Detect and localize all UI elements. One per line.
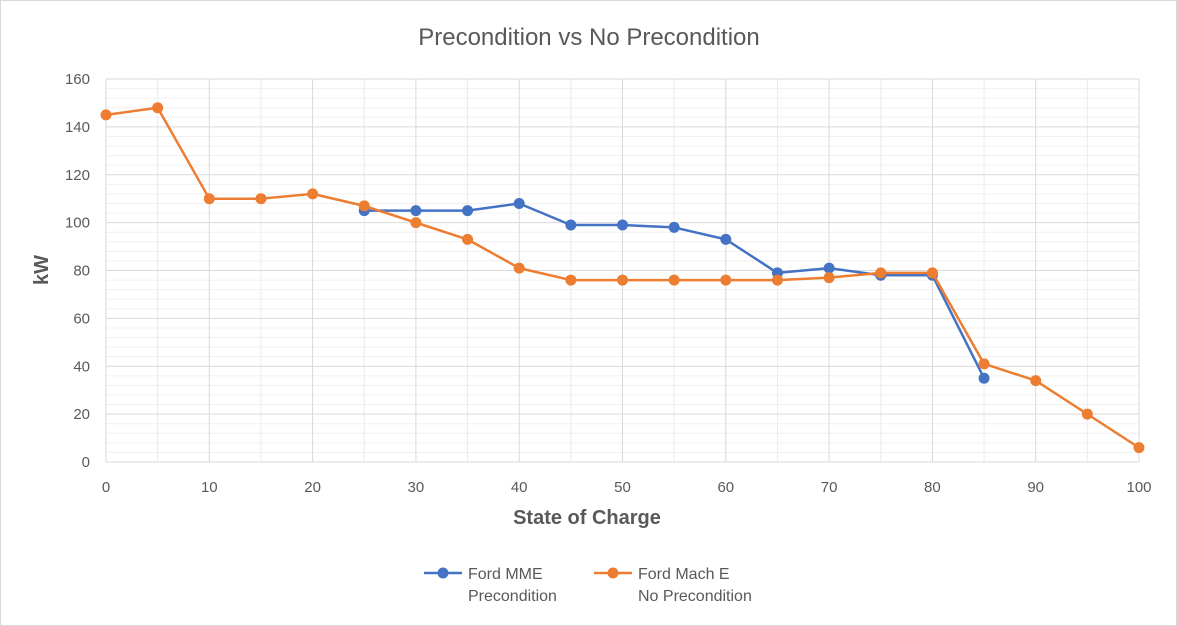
data-point [462,205,474,217]
data-point [1081,408,1093,420]
x-tick-label: 80 [924,479,941,496]
y-tick-label: 60 [73,310,90,327]
series-layer [100,102,1145,454]
data-point [513,197,525,209]
data-point [410,217,422,229]
legend-marker [437,567,449,579]
legend: Ford MME Precondition Ford Mach E No Precon… [424,566,752,605]
data-point [926,267,938,279]
data-point [668,274,680,286]
legend-label: Ford Mach E [638,566,730,583]
x-tick-label: 90 [1027,479,1044,496]
y-tick-label: 0 [82,454,90,471]
x-tick-label: 50 [614,479,631,496]
legend-item: Ford Mach E No Precondition [594,566,752,605]
x-tick-label: 0 [102,479,110,496]
data-point [255,193,267,205]
data-point [100,109,112,121]
data-point [203,193,215,205]
data-point [771,274,783,286]
legend-marker [607,567,619,579]
y-tick-label: 100 [65,215,90,232]
data-point [307,188,319,200]
x-axis-tick-labels: 0 10 20 30 40 50 60 70 80 90 100 [102,479,1152,496]
y-tick-label: 140 [65,119,90,136]
y-tick-label: 40 [73,358,90,375]
data-point [823,272,835,284]
series-2 [100,102,1145,454]
x-tick-label: 10 [201,479,218,496]
x-tick-label: 60 [717,479,734,496]
y-axis-title: kW [31,255,53,285]
y-tick-label: 120 [65,167,90,184]
chart-title: Precondition vs No Precondition [418,24,760,51]
data-point [823,262,835,274]
y-tick-label: 80 [73,263,90,280]
data-point [720,233,732,245]
data-point [617,219,628,231]
data-point [565,219,577,231]
data-point [358,200,370,212]
data-point [410,205,422,217]
y-axis-tick-labels: 0 20 40 60 80 100 120 140 160 [65,71,90,471]
data-point [668,221,680,233]
x-tick-label: 100 [1126,479,1151,496]
data-point [1030,375,1042,387]
legend-label: No Precondition [638,588,752,605]
x-tick-label: 20 [304,479,321,496]
data-point [513,262,525,274]
data-point [462,233,474,245]
data-point [978,358,990,370]
legend-label: Ford MME [468,566,543,583]
data-point [875,267,887,279]
legend-item: Ford MME Precondition [424,566,557,605]
y-tick-label: 160 [65,71,90,88]
data-point [978,372,990,384]
data-point [565,274,577,286]
x-tick-label: 30 [408,479,425,496]
data-point [617,274,628,286]
data-point [720,274,732,286]
x-axis-title: State of Charge [513,507,661,529]
legend-label: Precondition [468,588,557,605]
y-tick-label: 20 [73,406,90,423]
major-gridlines [105,78,1140,463]
data-point [1133,442,1145,454]
x-tick-label: 40 [511,479,528,496]
x-tick-label: 70 [821,479,838,496]
data-point [152,102,164,114]
